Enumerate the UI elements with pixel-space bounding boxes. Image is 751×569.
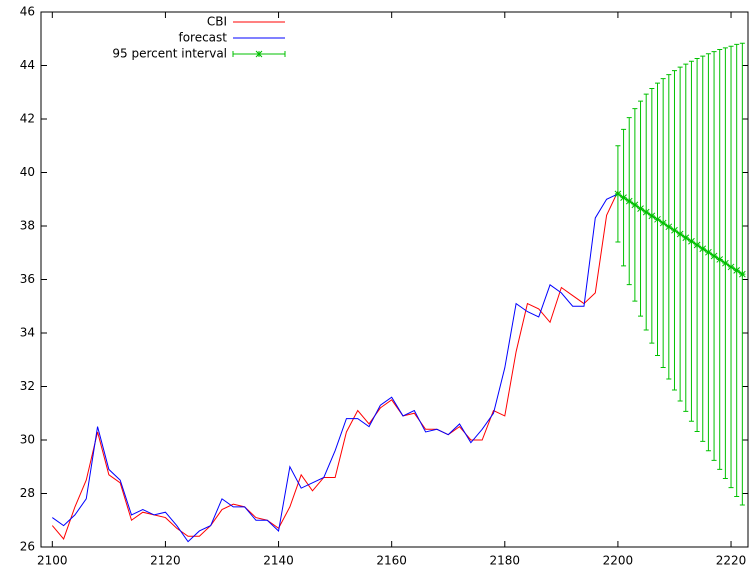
point-marker — [631, 201, 639, 209]
point-marker — [705, 248, 712, 256]
legend-swatch — [232, 50, 286, 58]
point-marker — [648, 212, 656, 220]
point-marker — [693, 241, 701, 249]
point-marker — [688, 237, 695, 245]
y-tick-label: 46 — [20, 5, 35, 19]
point-marker — [727, 263, 735, 271]
x-tick-label: 2140 — [263, 554, 294, 568]
series-line — [52, 193, 619, 543]
x-tick-label: 2120 — [150, 554, 181, 568]
point-marker — [659, 219, 667, 227]
y-tick-label: 32 — [20, 379, 35, 393]
y-tick-label: 42 — [20, 112, 35, 126]
plot-frame — [40, 11, 749, 548]
point-marker — [722, 259, 729, 267]
point-marker — [642, 208, 650, 216]
legend-label: forecast — [178, 31, 227, 45]
point-marker — [637, 205, 644, 212]
point-marker — [620, 194, 627, 201]
y-tick-label: 34 — [20, 326, 35, 340]
point-marker — [738, 270, 746, 278]
x-tick-label: 2220 — [716, 554, 747, 568]
point-marker — [671, 226, 678, 234]
point-marker — [665, 223, 673, 231]
y-tick-label: 28 — [20, 486, 35, 500]
point-marker — [682, 234, 690, 242]
x-tick-label: 2100 — [37, 554, 68, 568]
x-tick-label: 2180 — [490, 554, 521, 568]
point-marker — [699, 245, 707, 253]
series-line — [51, 191, 619, 540]
legend-label: 95 percent interval — [112, 47, 227, 61]
y-tick-label: 44 — [20, 58, 35, 72]
x-tick-label: 2160 — [376, 554, 407, 568]
y-tick-label: 30 — [20, 433, 35, 447]
point-marker — [716, 256, 724, 263]
y-tick-label: 40 — [20, 165, 35, 179]
x-tick-label: 2200 — [603, 554, 634, 568]
y-tick-label: 38 — [20, 219, 35, 233]
point-marker — [710, 252, 718, 260]
point-marker — [654, 215, 661, 223]
point-marker — [733, 267, 741, 274]
y-tick-label: 36 — [20, 272, 35, 286]
point-marker — [625, 197, 633, 205]
legend-label: CBI — [207, 15, 227, 29]
y-tick-label: 26 — [20, 540, 35, 554]
point-marker — [676, 230, 684, 238]
point-marker — [614, 190, 622, 198]
